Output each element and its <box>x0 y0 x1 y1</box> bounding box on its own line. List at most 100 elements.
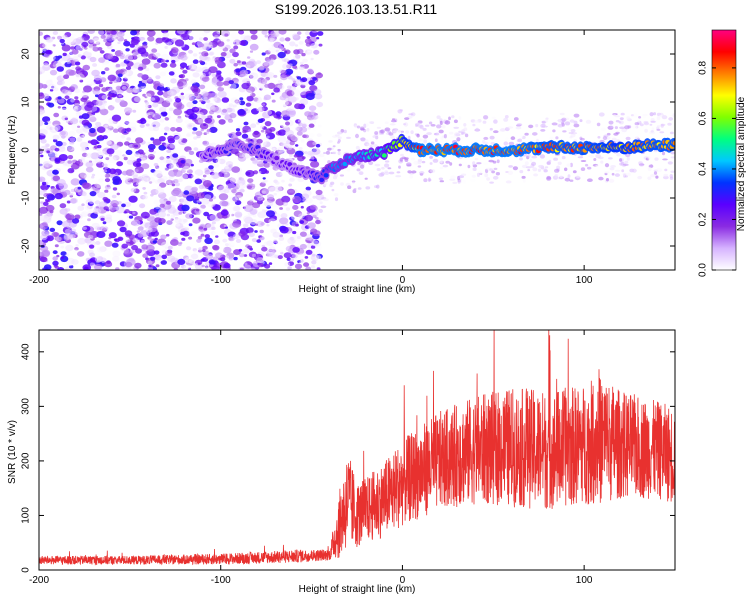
spectrogram-noise-cell <box>67 146 75 153</box>
spectrogram-noise-cell <box>621 169 625 173</box>
spectrogram-noise-cell <box>410 130 414 135</box>
spectrogram-noise-cell <box>213 239 221 245</box>
spectrogram-noise-cell <box>670 151 675 155</box>
spectrogram-noise-cell <box>140 239 146 244</box>
spectrogram-noise-cell <box>77 186 82 190</box>
spectrogram-noise-cell <box>355 133 359 139</box>
spectrogram-noise-cell <box>229 196 238 203</box>
spectrogram-noise-cell <box>263 241 269 246</box>
spectrogram-noise-cell <box>105 140 112 145</box>
spectrogram-noise-cell <box>201 76 210 82</box>
spectrogram-noise-cell <box>380 171 385 176</box>
spectrogram-noise-cell <box>257 106 265 112</box>
spectrogram-noise-cell <box>148 65 154 70</box>
spectrogram-noise-cell <box>587 178 593 182</box>
spectrogram-noise-cell <box>247 56 251 59</box>
spectrogram-noise-cell <box>205 131 210 135</box>
spectrogram-noise-cell <box>76 137 83 142</box>
spectrogram-noise-cell <box>512 166 519 171</box>
spectrogram-y-tick-label: 10 <box>21 96 32 108</box>
spectrogram-noise-cell <box>171 59 176 64</box>
spectrogram-noise-cell <box>649 112 654 117</box>
spectrogram-noise-cell <box>453 119 458 124</box>
spectrogram-noise-cell <box>173 100 183 108</box>
spectrogram-noise-cell <box>439 166 444 170</box>
spectrogram-noise-cell <box>52 260 59 266</box>
spectrogram-noise-cell <box>564 167 568 172</box>
spectrogram-noise-cell <box>489 181 494 184</box>
spectrogram-noise-cell <box>154 217 162 223</box>
spectrogram-noise-cell <box>368 161 374 166</box>
spectrogram-noise-cell <box>292 230 297 235</box>
spectrogram-noise-cell <box>588 155 594 158</box>
spectrogram-noise-cell <box>619 158 623 162</box>
spectrogram-noise-cell <box>94 157 103 164</box>
spectrogram-noise-cell <box>426 132 432 136</box>
spectrogram-noise-cell <box>147 260 153 265</box>
spectrogram-noise-cell <box>126 87 134 94</box>
spectrogram-noise-cell <box>199 72 206 78</box>
spectrogram-noise-cell <box>171 189 180 197</box>
spectrogram-noise-cell <box>61 220 71 228</box>
spectrogram-noise-cell <box>302 58 308 63</box>
spectrogram-noise-cell <box>128 215 134 219</box>
spectrogram-noise-cell <box>163 157 172 165</box>
spectrogram-noise-cell <box>567 174 571 178</box>
spectrogram-noise-cell <box>155 187 165 195</box>
spectrogram-noise-cell <box>418 124 423 128</box>
spectrogram-noise-cell <box>148 225 158 233</box>
spectrogram-noise-cell <box>82 64 91 71</box>
spectrogram-noise-cell <box>45 49 52 55</box>
spectrogram-noise-cell <box>165 59 169 63</box>
spectrogram-noise-cell <box>263 97 268 101</box>
spectrogram-noise-cell <box>73 88 81 94</box>
spectrogram-noise-cell <box>289 141 295 146</box>
spectrogram-noise-cell <box>553 157 558 161</box>
spectrogram-noise-cell <box>94 255 104 263</box>
spectrogram-noise-cell <box>642 114 646 119</box>
spectrogram-noise-cell <box>178 36 183 40</box>
spectrogram-noise-cell <box>123 211 127 214</box>
spectrogram-noise-cell <box>284 262 291 267</box>
spectrogram-noise-cell <box>95 94 99 98</box>
spectrogram-noise-cell <box>667 161 673 165</box>
spectrogram-noise-cell <box>104 173 111 178</box>
spectrogram-noise-cell <box>178 211 183 215</box>
spectrogram-noise-cell <box>157 185 162 189</box>
spectrogram-noise-cell <box>452 181 458 184</box>
spectrogram-noise-cell <box>90 186 96 190</box>
spectrogram-noise-cell <box>83 193 87 197</box>
spectrogram-noise-cell <box>585 119 592 124</box>
spectrogram-noise-cell <box>268 47 277 54</box>
spectrogram-noise-cell <box>47 185 51 188</box>
spectrogram-noise-cell <box>193 147 199 151</box>
spectrogram-noise-cell <box>201 32 208 37</box>
spectrogram-noise-cell <box>75 30 81 33</box>
spectrogram-noise-cell <box>142 253 149 258</box>
spectrogram-noise-cell <box>140 117 146 122</box>
spectrogram-noise-cell <box>422 134 429 139</box>
spectrogram-noise-cell <box>315 72 324 79</box>
spectrogram-noise-cell <box>162 176 168 181</box>
spectrogram-noise-cell <box>235 100 241 105</box>
spectrogram-noise-cell <box>122 71 129 77</box>
spectrogram-noise-cell <box>164 143 170 148</box>
spectrogram-noise-cell <box>130 188 137 193</box>
spectrogram-noise-cell <box>315 219 321 225</box>
spectrogram-noise-cell <box>562 130 567 133</box>
spectrogram-noise-cell <box>549 136 554 140</box>
spectrogram-noise-cell <box>188 223 193 227</box>
spectrogram-noise-cell <box>310 42 318 49</box>
spectrogram-noise-cell <box>243 121 249 126</box>
spectrogram-noise-cell <box>299 126 308 133</box>
spectrogram-noise-cell <box>197 112 204 117</box>
spectrogram-noise-cell <box>170 239 179 246</box>
spectrogram-noise-cell <box>55 158 61 163</box>
spectrogram-noise-cell <box>384 121 389 124</box>
spectrogram-noise-cell <box>232 51 239 58</box>
spectrogram-noise-cell <box>600 160 604 164</box>
spectrogram-noise-cell <box>215 235 219 238</box>
spectrogram-noise-cell <box>429 162 433 165</box>
spectrogram-noise-cell <box>56 179 66 186</box>
spectrogram-noise-cell <box>620 132 625 135</box>
